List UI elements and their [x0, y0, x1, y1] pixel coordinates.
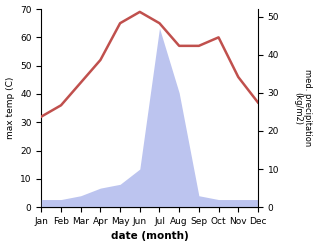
Y-axis label: med. precipitation
(kg/m2): med. precipitation (kg/m2) [293, 69, 313, 147]
Y-axis label: max temp (C): max temp (C) [5, 77, 15, 139]
X-axis label: date (month): date (month) [111, 231, 189, 242]
